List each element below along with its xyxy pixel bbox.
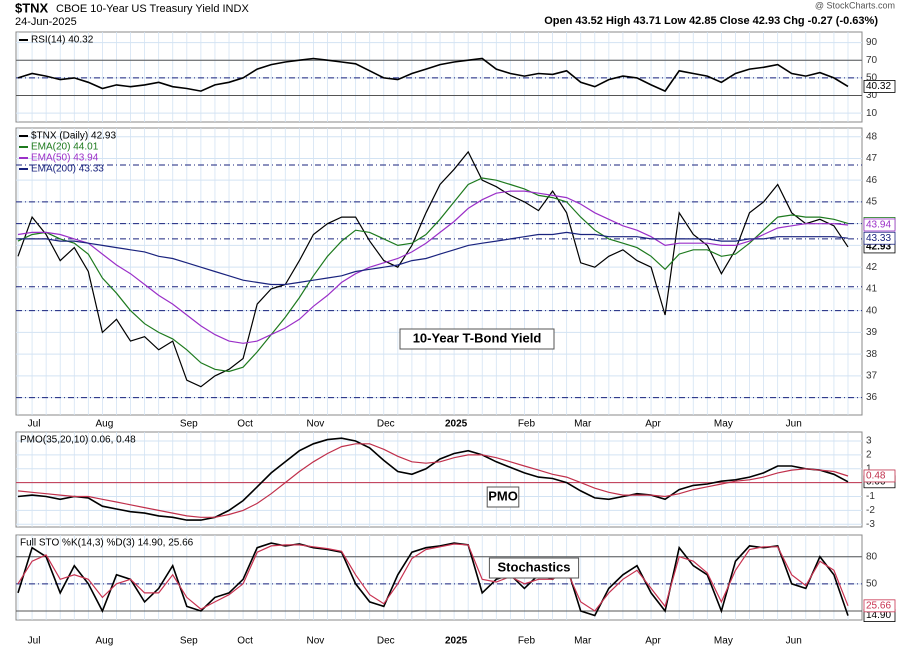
y-tick-label: 41 [866,284,878,295]
y-tick-label: 50 [866,578,878,589]
y-tick-label: 47 [866,153,878,164]
legend-label: EMA(200) 43.33 [31,164,104,175]
y-tick-label: 30 [866,90,878,101]
y-tick-label: 42 [866,262,878,273]
y-tick-label: 80 [866,551,878,562]
y-tick-label: -3 [866,519,875,530]
y-tick-label: 40 [866,305,878,316]
series-line [17,542,849,617]
x-tick-label: May [714,636,733,647]
series-line [17,437,849,521]
annotation: PMO [488,488,518,503]
x-tick-label: Sep [180,419,198,430]
series-line [17,177,849,373]
series-line [17,543,849,612]
y-tick-label: 46 [866,175,878,186]
x-tick-label: Jun [786,419,802,430]
series-line [17,150,849,388]
symbol-name: CBOE 10-Year US Treasury Yield INDX [56,3,249,15]
y-tick-label: -1 [866,491,875,502]
y-tick-label: 38 [866,349,878,360]
x-tick-label: Feb [518,419,536,430]
annotation: Stochastics [498,559,571,574]
series-line [18,231,849,286]
value-tag: 25.66 [866,600,891,611]
x-tick-label: Apr [645,636,661,647]
legend-label: EMA(50) 43.94 [31,153,99,164]
y-tick-label: -2 [866,505,875,516]
x-tick-label: Aug [96,636,114,647]
y-tick-label: 45 [866,197,878,208]
x-tick-label: Sep [180,636,198,647]
date: 24-Jun-2025 [15,16,77,28]
value-tag: 42.93 [866,242,891,253]
value-tag-box [863,469,896,483]
value-tag: 43.94 [866,220,891,231]
y-tick-label: 1 [866,463,872,474]
value-tag: 40.32 [866,81,891,92]
x-tick-label: Oct [237,636,253,647]
x-tick-label: Aug [96,419,114,430]
annotation-box [486,486,520,508]
x-tick-label: Dec [377,636,395,647]
y-tick-label: 3 [866,436,872,447]
x-tick-label: Apr [645,419,661,430]
y-tick-label: 39 [866,327,878,338]
x-tick-label: May [714,419,733,430]
annotation: 10-Year T-Bond Yield [413,330,542,345]
legend-label: $TNX (Daily) 42.93 [31,131,116,142]
value-tag: 0.48 [866,471,886,482]
y-tick-label: 90 [866,37,878,48]
panel-title: Full STO %K(14,3) %D(3) 14.90, 25.66 [20,538,194,549]
x-tick-label: Feb [518,636,536,647]
annotation-box [488,557,580,579]
value-tag: 43.33 [866,233,891,244]
panel-title: PMO(35,20,10) 0.06, 0.48 [20,435,136,446]
x-tick-label: Nov [307,419,325,430]
y-tick-label: 10 [866,108,878,119]
x-tick-label: Jul [28,636,41,647]
series-line [17,190,849,344]
series-line [17,57,849,93]
x-tick-label: Oct [237,419,253,430]
y-tick-label: 50 [866,73,878,84]
x-tick-label: 2025 [445,419,468,430]
series-line [17,443,849,518]
credit: @ StockCharts.com [815,0,895,10]
quote: Open 43.52 High 43.71 Low 42.85 Close 42… [544,15,878,27]
y-tick-label: 70 [866,55,878,66]
x-tick-label: Jul [28,419,41,430]
symbol: $TNX [15,0,49,15]
y-tick-label: 48 [866,131,878,142]
value-tag: 14.90 [866,610,891,621]
value-tag-box [863,599,896,613]
x-tick-label: 2025 [445,636,468,647]
x-tick-label: Mar [574,636,592,647]
y-tick-label: 2 [866,450,872,461]
legend-label: RSI(14) 40.32 [31,35,94,46]
y-tick-label: 37 [866,371,878,382]
value-tag-box [863,80,896,93]
value-tag-box [863,218,896,232]
x-tick-label: Mar [574,419,592,430]
legend-label: EMA(20) 44.01 [31,142,99,153]
x-tick-label: Nov [307,636,325,647]
y-tick-label: 36 [866,392,878,403]
x-tick-label: Jun [786,636,802,647]
value-tag-box [863,231,896,245]
x-tick-label: Dec [377,419,395,430]
annotation-box [399,328,555,350]
